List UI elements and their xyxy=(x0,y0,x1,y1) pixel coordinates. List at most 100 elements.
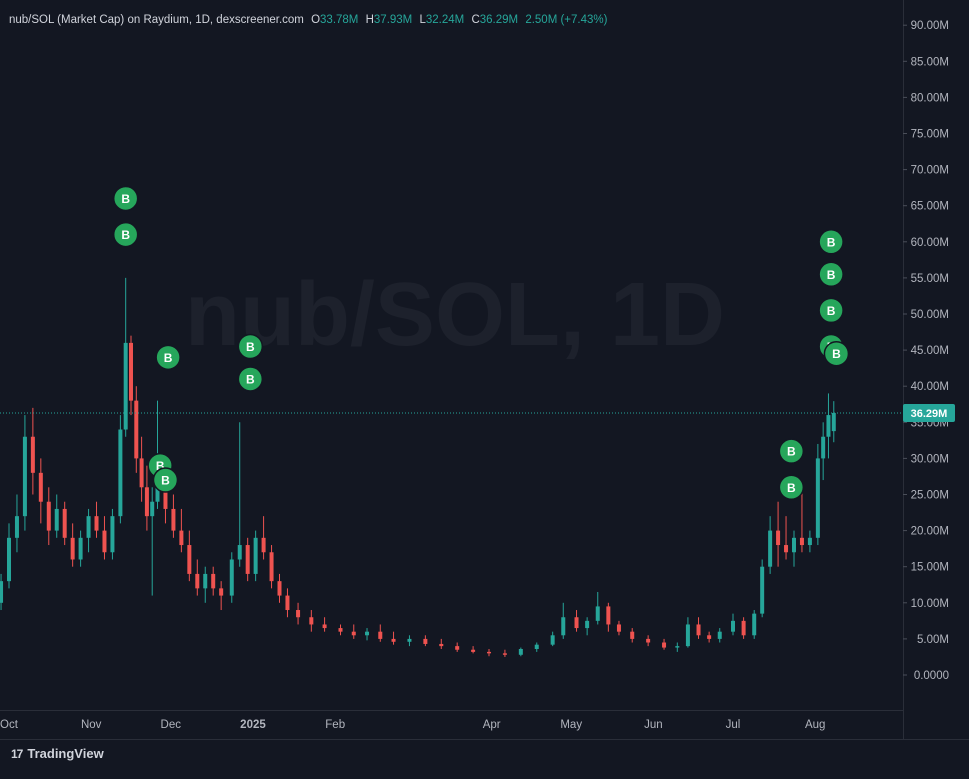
price-tick-label: 70.00M xyxy=(911,165,949,177)
buy-marker[interactable]: B xyxy=(237,333,264,360)
buy-marker[interactable]: B xyxy=(818,261,844,288)
candle xyxy=(550,631,555,647)
candle xyxy=(585,617,590,636)
candle xyxy=(730,613,735,636)
candle xyxy=(471,646,476,654)
candle xyxy=(14,494,19,553)
legend-close-value: 36.29M xyxy=(479,14,519,26)
buy-marker[interactable]: B xyxy=(818,297,844,324)
candle-body xyxy=(70,537,75,560)
candle xyxy=(518,647,523,657)
candle xyxy=(646,635,651,647)
candle xyxy=(662,638,667,650)
candle xyxy=(46,487,51,546)
price-tick-label: 65.00M xyxy=(911,201,949,213)
candle-body xyxy=(574,617,579,629)
candle-body xyxy=(831,412,836,432)
time-axis[interactable]: Oct Nov Dec 2025 Feb Apr May Jun Jul Aug xyxy=(0,710,969,740)
time-tick-label: Dec xyxy=(161,719,182,731)
candle xyxy=(502,649,507,657)
candle xyxy=(195,559,200,596)
candle-body xyxy=(203,573,208,589)
buy-marker[interactable]: B xyxy=(155,344,181,371)
candle-body xyxy=(171,508,176,531)
candle-body xyxy=(423,638,428,644)
buy-marker[interactable]: B xyxy=(818,229,844,255)
buy-marker-label: B xyxy=(164,351,173,365)
candle-body xyxy=(646,638,651,643)
candle-body xyxy=(685,624,690,647)
candle-body xyxy=(14,516,19,538)
legend-open-value: 33.78M xyxy=(320,14,359,26)
candle xyxy=(30,407,35,495)
candle-body xyxy=(487,651,492,654)
candle xyxy=(574,610,579,632)
candle xyxy=(86,508,91,553)
candle xyxy=(799,487,804,553)
candle-body xyxy=(760,566,765,614)
candle xyxy=(391,631,396,645)
price-tick-label: 75.00M xyxy=(911,129,949,141)
buy-marker[interactable]: B xyxy=(823,340,850,367)
candle xyxy=(752,610,757,639)
time-tick-label: Aug xyxy=(805,719,825,731)
buy-marker[interactable]: B xyxy=(778,474,805,501)
candle xyxy=(717,628,722,643)
price-axis[interactable]: 90.00M 85.00M 80.00M 75.00M 70.00M 65.00M 60.0… xyxy=(903,0,949,740)
candle xyxy=(229,552,234,603)
candle-body xyxy=(309,617,314,625)
candle-body xyxy=(102,530,107,553)
buy-marker-circle xyxy=(155,344,181,371)
buy-marker-label: B xyxy=(827,235,836,249)
candle xyxy=(338,624,343,636)
candle xyxy=(815,443,820,546)
candle-body xyxy=(606,606,611,625)
candle-body xyxy=(0,581,4,603)
price-tick-label: 45.00M xyxy=(911,345,949,357)
buy-marker[interactable]: B xyxy=(237,366,264,392)
buy-marker-label: B xyxy=(787,481,796,495)
buy-marker[interactable]: B xyxy=(112,221,139,248)
candle xyxy=(821,422,826,481)
candle-body xyxy=(630,631,635,639)
buy-marker-label: B xyxy=(246,372,255,386)
candle xyxy=(277,573,282,603)
candle xyxy=(211,566,216,596)
candle-body xyxy=(110,516,115,553)
chart-legend: nub/SOL (Market Cap) on Raydium, 1D, dex… xyxy=(9,14,607,26)
candle xyxy=(102,516,107,560)
buy-marker[interactable]: B xyxy=(112,185,139,212)
candle-body xyxy=(807,537,812,546)
candle xyxy=(561,602,566,639)
buy-marker[interactable]: B xyxy=(152,467,179,493)
candle xyxy=(203,566,208,603)
candle-body xyxy=(378,631,383,639)
candle-body xyxy=(550,635,555,645)
last-price-tag-label: 36.29M xyxy=(911,408,948,420)
price-tick-label: 30.00M xyxy=(911,453,949,465)
buy-marker[interactable]: B xyxy=(778,438,805,464)
legend-low-value: 32.24M xyxy=(425,14,465,26)
buy-marker-circle xyxy=(818,297,844,324)
price-tick-label: 10.00M xyxy=(911,598,949,610)
buy-marker-circle xyxy=(112,185,139,212)
candle xyxy=(455,642,460,652)
candle-body xyxy=(741,620,746,636)
candle xyxy=(831,401,836,443)
buy-marker-circle xyxy=(112,221,139,248)
candle xyxy=(322,617,327,632)
candle xyxy=(7,523,11,589)
candle xyxy=(407,635,412,647)
candle-body xyxy=(211,573,216,589)
last-price-line-layer: 36.29M xyxy=(0,403,955,422)
candle xyxy=(296,602,301,625)
candle-body xyxy=(585,620,590,629)
tradingview-brand[interactable]: 17 TradingView xyxy=(11,746,104,761)
candle-body xyxy=(391,638,396,642)
candle-body xyxy=(94,516,99,531)
candle-body xyxy=(155,487,160,502)
candle-body xyxy=(365,631,370,636)
candle-body xyxy=(128,342,133,401)
